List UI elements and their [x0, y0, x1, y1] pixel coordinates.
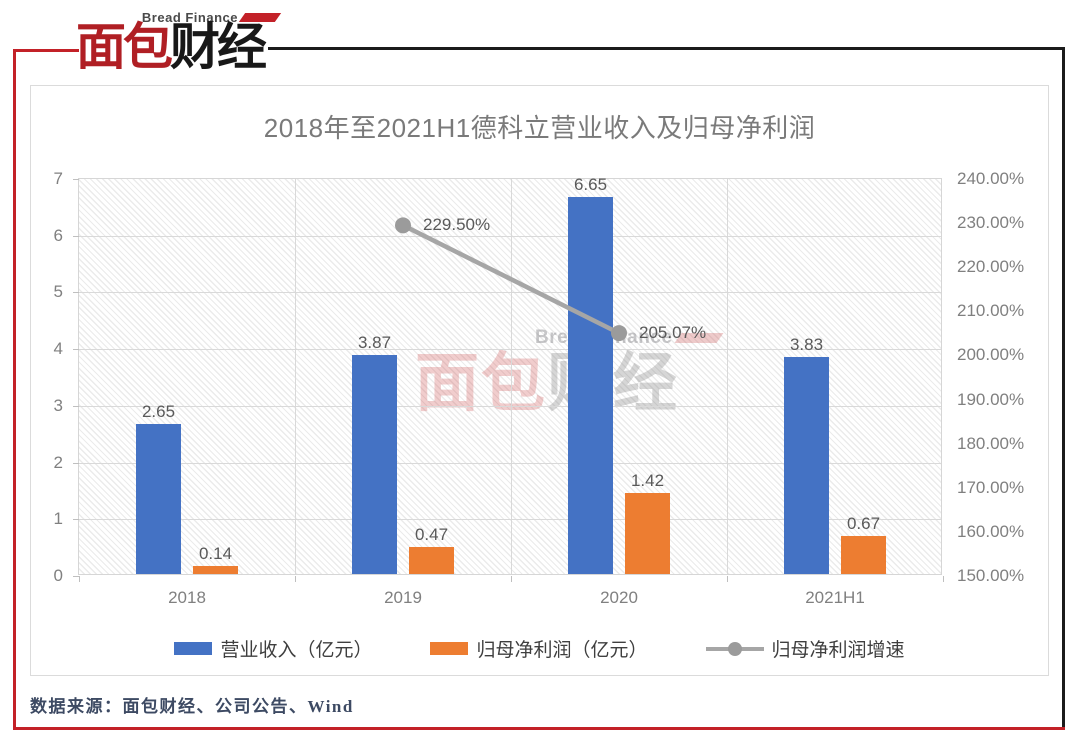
chart-legend: 营业收入（亿元） 归母净利润（亿元） 归母净利润增速	[31, 635, 1048, 662]
left-axis-tick-label: 7	[53, 169, 63, 188]
left-axis-tick	[73, 235, 79, 237]
line-marker	[611, 325, 627, 342]
chart-title: 2018年至2021H1德科立营业收入及归母净利润	[263, 113, 816, 143]
right-axis-tick-label: 160.00%	[957, 521, 1025, 541]
left-axis-tick	[73, 179, 79, 180]
left-axis-tick	[73, 349, 79, 351]
bar-net-profit	[193, 566, 238, 574]
logo-chinese-text: 面包财经	[76, 19, 267, 75]
left-axis-tick-label: 3	[53, 395, 63, 415]
x-axis-tick	[727, 576, 728, 582]
data-source-note: 数据来源：面包财经、公司公告、Wind	[30, 697, 354, 716]
right-axis-tick-label: 180.00%	[957, 433, 1025, 453]
bar-data-label: 0.14	[198, 544, 233, 564]
chart-card: 2018年至2021H1德科立营业收入及归母净利润 Bread Finance …	[30, 85, 1049, 676]
bar-revenue	[352, 354, 397, 574]
bar-data-label: 0.47	[414, 525, 449, 545]
right-axis-tick-label: 210.00%	[957, 301, 1025, 321]
right-axis-tick-label: 240.00%	[957, 169, 1025, 188]
gridline-horizontal	[79, 462, 941, 464]
logo-cn-black-part: 财经	[170, 19, 267, 75]
frame-top-black-line	[268, 47, 1065, 50]
frame-left-red-line	[13, 49, 16, 730]
frame-bottom-red-line	[13, 727, 1065, 730]
bar-data-label: 2.65	[141, 401, 176, 421]
bar-data-label: 6.65	[573, 174, 608, 194]
right-axis-tick-label: 150.00%	[957, 566, 1025, 585]
logo-english-row: Bread Finance	[141, 10, 282, 25]
x-axis-tick	[943, 576, 944, 582]
bar-net-profit	[409, 547, 454, 574]
bar-revenue	[784, 356, 829, 574]
left-axis-tick	[73, 405, 79, 407]
line-data-label: 229.50%	[423, 215, 491, 235]
left-axis-tick-label: 1	[53, 509, 63, 529]
legend-label-revenue: 营业收入（亿元）	[220, 640, 373, 661]
left-axis-tick-label: 6	[53, 225, 63, 245]
x-axis-category-label: 2018	[168, 588, 206, 607]
x-axis-category-label: 2020	[600, 588, 638, 607]
x-axis-tick	[511, 576, 512, 582]
legend-item-net-profit: 归母净利润（亿元）	[430, 635, 648, 662]
bread-finance-logo: Bread Finance 面包财经	[76, 4, 282, 80]
growth-rate-line	[395, 217, 627, 342]
right-axis-tick-label: 230.00%	[957, 213, 1025, 233]
left-axis-tick	[73, 292, 79, 294]
gridline-vertical	[727, 179, 728, 574]
plot-area: Bread Finance 面包财经 7 6 5 4 3 2 1 0 240.00% 230.00…	[54, 169, 1025, 607]
gridline-vertical	[295, 179, 296, 574]
bar-data-label: 0.67	[846, 514, 881, 533]
x-axis-tick	[79, 576, 80, 582]
right-axis-tick-label: 220.00%	[957, 257, 1025, 277]
line-data-label: 205.07%	[639, 323, 707, 343]
legend-item-growth-rate: 归母净利润增速	[705, 635, 905, 662]
bar-revenue	[136, 423, 181, 574]
gridline-horizontal	[79, 349, 941, 351]
x-axis-category-label: 2021H1	[805, 588, 865, 607]
frame-right-black-line	[1062, 47, 1065, 730]
left-axis-tick	[73, 462, 79, 464]
bar-data-label: 3.83	[789, 334, 824, 354]
bar-net-profit	[841, 536, 886, 574]
legend-line-marker-icon	[705, 641, 764, 656]
gridline-horizontal	[79, 519, 941, 521]
bar-net-profit	[625, 493, 670, 574]
gridline-horizontal	[79, 292, 941, 294]
logo-cn-red-part: 面包	[76, 19, 173, 75]
logo-english-text: Bread Finance	[141, 10, 238, 25]
left-axis-tick-label: 0	[53, 566, 63, 585]
right-axis-tick-label: 190.00%	[957, 389, 1025, 409]
legend-item-revenue: 营业收入（亿元）	[174, 635, 372, 662]
legend-label-growth-rate: 归母净利润增速	[771, 640, 905, 661]
line-marker	[395, 217, 411, 234]
legend-label-net-profit: 归母净利润（亿元）	[476, 640, 648, 661]
left-axis-tick	[73, 519, 79, 521]
bar-revenue	[568, 196, 613, 574]
right-axis-tick-label: 170.00%	[957, 477, 1025, 497]
left-axis-tick-label: 5	[53, 282, 63, 302]
bar-data-label: 1.42	[630, 471, 665, 491]
frame-top-red-segment	[13, 49, 79, 52]
legend-swatch-revenue	[174, 642, 213, 655]
x-axis-tick	[295, 576, 296, 582]
gridline-horizontal	[79, 405, 941, 407]
left-axis-tick	[73, 576, 79, 577]
legend-swatch-net-profit	[430, 642, 469, 655]
right-axis-tick-label: 200.00%	[957, 345, 1025, 365]
gridline-vertical	[511, 179, 512, 574]
left-axis-tick-label: 2	[53, 452, 63, 472]
left-axis-tick-label: 4	[53, 339, 63, 359]
bar-data-label: 3.87	[357, 332, 392, 352]
gridline-horizontal	[79, 235, 941, 237]
x-axis-category-label: 2019	[384, 588, 422, 607]
